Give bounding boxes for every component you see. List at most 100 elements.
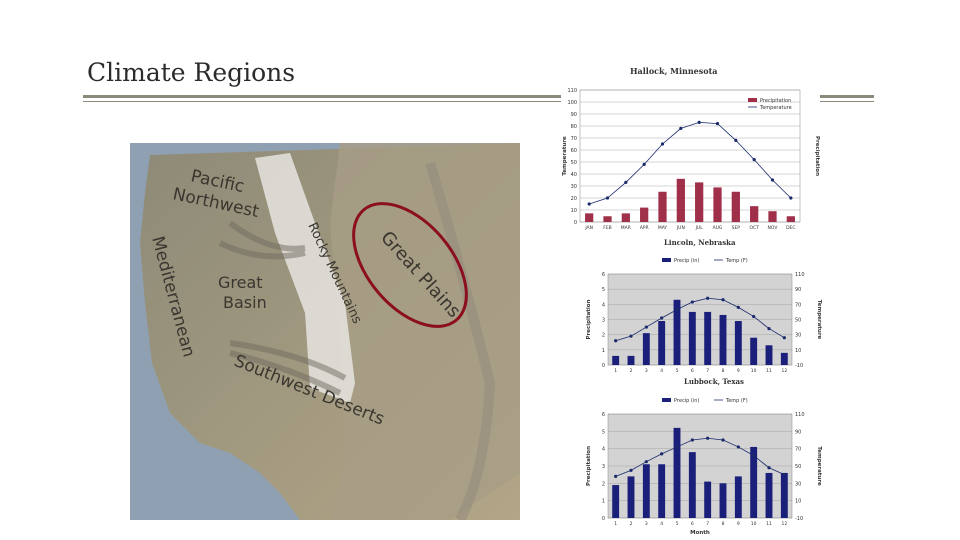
y-tick-left: 1	[602, 499, 605, 505]
x-axis-title: Month	[690, 530, 710, 536]
y-axis-title-right: Precipitation	[814, 136, 820, 176]
x-tick: APR	[640, 225, 649, 231]
x-tick: 5	[676, 521, 679, 527]
legend-label: Temperature	[759, 105, 792, 111]
bar	[750, 446, 758, 518]
temperature-point	[767, 466, 771, 470]
y-tick-left: 3	[602, 318, 605, 324]
chart1-title: Hallock, Minnesota	[630, 66, 718, 76]
x-tick: 1	[614, 521, 617, 527]
bar	[688, 311, 696, 365]
temperature-point	[715, 122, 720, 126]
map-east-land	[330, 143, 520, 520]
bar	[642, 333, 650, 365]
y-tick-left: 90	[571, 112, 577, 118]
x-tick: 11	[766, 368, 772, 374]
chart-hallock: 0 10 20 30 40 50 60 70 80 90 100 110 JAN FEB MAR APR MAY…	[562, 88, 820, 231]
label-great-basin-2: Basin	[223, 293, 267, 312]
legend-label: Temp (F)	[725, 398, 748, 404]
y-tick-right: -10	[795, 516, 803, 522]
x-tick: 2	[630, 368, 633, 374]
plot-area	[579, 89, 801, 223]
y-tick-left: 6	[602, 272, 605, 278]
bar	[704, 481, 712, 518]
x-tick: 4	[660, 521, 663, 527]
temperature-point	[752, 314, 756, 319]
temperature-point	[660, 452, 664, 456]
great-plains-band	[425, 161, 496, 520]
bar	[603, 216, 612, 222]
x-tick: 12	[781, 521, 787, 527]
y-axis-title-left: Precipitation	[586, 446, 592, 486]
bar	[658, 464, 666, 518]
region-border-lines	[218, 220, 347, 396]
great-plains-highlight	[352, 202, 468, 328]
x-tick: 10	[751, 368, 757, 374]
x-tick: 3	[645, 368, 648, 374]
x-tick: 6	[691, 521, 694, 527]
y-tick-left: 10	[571, 208, 577, 214]
temperature-point	[605, 196, 610, 200]
y-axis-title-left: Temperature	[562, 136, 568, 176]
x-tick: 11	[766, 521, 772, 527]
bar	[704, 311, 712, 365]
temperature-point	[629, 468, 633, 472]
y-tick-left: 30	[571, 184, 577, 190]
temperature-point	[660, 316, 664, 320]
chart2-caption: Lubbock, Texas	[684, 377, 744, 386]
bar	[734, 476, 742, 518]
bar	[713, 187, 722, 222]
temperature-point	[644, 460, 648, 464]
temperature-point	[752, 454, 756, 458]
x-tick: 1	[614, 368, 617, 374]
y-tick-left: 3	[602, 464, 605, 470]
temperature-point	[624, 180, 628, 184]
temperature-point	[734, 138, 738, 142]
y-tick-left: 0	[602, 516, 605, 522]
chart1-caption: Lincoln, Nebraska	[664, 238, 736, 247]
temperature-point	[679, 126, 683, 130]
title-rule-thin	[83, 101, 561, 102]
legend-label: Precip (in)	[674, 398, 699, 404]
temperature-point	[690, 438, 694, 442]
x-tick: SEP	[732, 225, 741, 231]
y-tick-right: -10	[795, 363, 803, 369]
bar	[612, 485, 620, 518]
bar	[673, 427, 681, 518]
legend-label: Precipitation	[760, 98, 791, 104]
bar	[673, 299, 681, 365]
x-tick: 2	[630, 521, 633, 527]
temperature-point	[782, 473, 786, 477]
bar	[780, 352, 788, 365]
y-tick-left: 110	[567, 88, 577, 94]
temperature-point	[721, 438, 725, 442]
temperature-point	[660, 142, 665, 146]
temperature-point	[706, 436, 710, 440]
y-tick-right: 90	[795, 287, 801, 293]
x-tick: 12	[781, 368, 787, 374]
temperature-line	[589, 121, 792, 205]
y-tick-left: 60	[571, 148, 577, 154]
temperature-point	[690, 300, 694, 304]
bar	[676, 178, 685, 222]
title-rule-thick	[83, 95, 561, 98]
temperature-point	[614, 474, 618, 478]
x-tick: DEC	[786, 225, 795, 231]
x-tick: 9	[737, 368, 740, 374]
bar	[627, 355, 635, 365]
y-tick-left: 1	[602, 348, 605, 354]
bar	[658, 191, 667, 222]
legend-swatch-bar	[662, 398, 671, 402]
temperature-point	[697, 120, 701, 124]
x-tick: 8	[722, 521, 725, 527]
y-tick-right: 110	[795, 412, 805, 418]
bar	[719, 314, 727, 365]
y-tick-left: 4	[602, 302, 605, 308]
temperature-point	[721, 298, 725, 302]
bar	[612, 355, 620, 365]
y-tick-left: 80	[571, 124, 577, 130]
bar	[734, 321, 742, 365]
y-tick-right: 50	[795, 464, 801, 470]
